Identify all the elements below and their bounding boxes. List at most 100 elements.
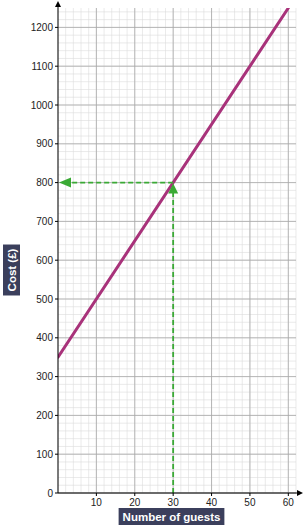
x-tick [134, 493, 135, 496]
y-tick-label: 500 [36, 294, 53, 305]
grid-line [58, 66, 296, 67]
minor-grid-line [58, 376, 296, 377]
minor-grid-line [65, 8, 66, 493]
minor-grid-line [58, 190, 296, 191]
minor-grid-line [58, 283, 296, 284]
y-tick-label: 1200 [31, 22, 54, 33]
y-tick-label: 300 [36, 371, 53, 382]
minor-grid-line [58, 105, 296, 106]
guide-horizontal [68, 182, 173, 184]
minor-grid-line [265, 8, 266, 493]
x-tick [211, 493, 212, 496]
y-axis-label: Cost (£) [3, 245, 20, 296]
chart: 0100200300400500600700800900100011001200… [0, 0, 304, 527]
minor-grid-line [280, 8, 281, 493]
minor-grid-line [58, 430, 296, 431]
x-tick [249, 493, 250, 496]
minor-grid-line [104, 8, 105, 493]
x-tick-label: 50 [244, 497, 256, 508]
minor-grid-line [58, 151, 296, 152]
minor-grid-line [58, 330, 296, 331]
y-tick-label: 700 [36, 216, 53, 227]
minor-grid-line [150, 8, 151, 493]
y-tick-label: 0 [47, 488, 53, 499]
minor-grid-line [58, 368, 296, 369]
grid-line [134, 8, 135, 493]
grid-line [173, 8, 174, 493]
grid-line [58, 221, 296, 222]
minor-grid-line [58, 461, 296, 462]
grid-line [58, 27, 296, 28]
minor-grid-line [226, 8, 227, 493]
minor-grid-line [58, 438, 296, 439]
minor-grid-line [249, 8, 250, 493]
grid-line [58, 454, 296, 455]
y-tick [55, 415, 58, 416]
y-tick [55, 221, 58, 222]
x-tick-label: 60 [283, 497, 295, 508]
minor-grid-line [58, 299, 296, 300]
minor-grid-line [165, 8, 166, 493]
y-tick [55, 299, 58, 300]
grid-line [58, 337, 296, 338]
y-tick [55, 260, 58, 261]
minor-grid-line [58, 198, 296, 199]
guide-arrowhead [59, 178, 71, 188]
minor-grid-line [58, 128, 296, 129]
x-axis-label: Number of guests [119, 508, 225, 525]
minor-grid-line [96, 8, 97, 493]
minor-grid-line [58, 384, 296, 385]
minor-grid-line [88, 8, 89, 493]
grid-line [58, 415, 296, 416]
minor-grid-line [111, 8, 112, 493]
minor-grid-line [58, 392, 296, 393]
minor-grid-line [58, 73, 296, 74]
minor-grid-line [58, 260, 296, 261]
minor-grid-line [58, 361, 296, 362]
y-tick [55, 105, 58, 106]
minor-grid-line [58, 11, 296, 12]
y-tick-label: 1000 [31, 100, 54, 111]
minor-grid-line [58, 337, 296, 338]
minor-grid-line [58, 120, 296, 121]
label-box [3, 245, 20, 296]
minor-grid-line [58, 446, 296, 447]
x-tick [288, 493, 289, 496]
y-tick-label: 900 [36, 138, 53, 149]
grid-line [58, 143, 296, 144]
minor-grid-line [196, 8, 197, 493]
grid-line [96, 8, 97, 493]
minor-grid-line [203, 8, 204, 493]
minor-grid-line [58, 167, 296, 168]
chart-root: 0100200300400500600700800900100011001200… [0, 0, 304, 527]
y-axis [58, 3, 59, 493]
minor-grid-line [58, 182, 296, 183]
minor-grid-line [58, 19, 296, 20]
minor-grid-line [58, 345, 296, 346]
y-tick [55, 143, 58, 144]
minor-grid-line [58, 399, 296, 400]
minor-grid-line [188, 8, 189, 493]
grid-line [58, 299, 296, 300]
x-tick-label: 20 [129, 497, 141, 508]
minor-grid-line [58, 454, 296, 455]
minor-grid-line [219, 8, 220, 493]
y-tick-label: 100 [36, 449, 53, 460]
minor-grid-line [58, 415, 296, 416]
minor-grid-line [58, 143, 296, 144]
x-tick [96, 493, 97, 496]
minor-grid-line [58, 81, 296, 82]
guide-vertical [172, 191, 174, 493]
grid-line [58, 376, 296, 377]
grid [58, 8, 296, 493]
x-tick [173, 493, 174, 496]
minor-grid-line [58, 97, 296, 98]
minor-grid-line [81, 8, 82, 493]
y-tick-label: 400 [36, 332, 53, 343]
minor-grid-line [58, 221, 296, 222]
grid-line [58, 260, 296, 261]
grid-line [58, 182, 296, 183]
y-tick [55, 66, 58, 67]
minor-grid-line [58, 159, 296, 160]
plot-area [58, 8, 288, 493]
